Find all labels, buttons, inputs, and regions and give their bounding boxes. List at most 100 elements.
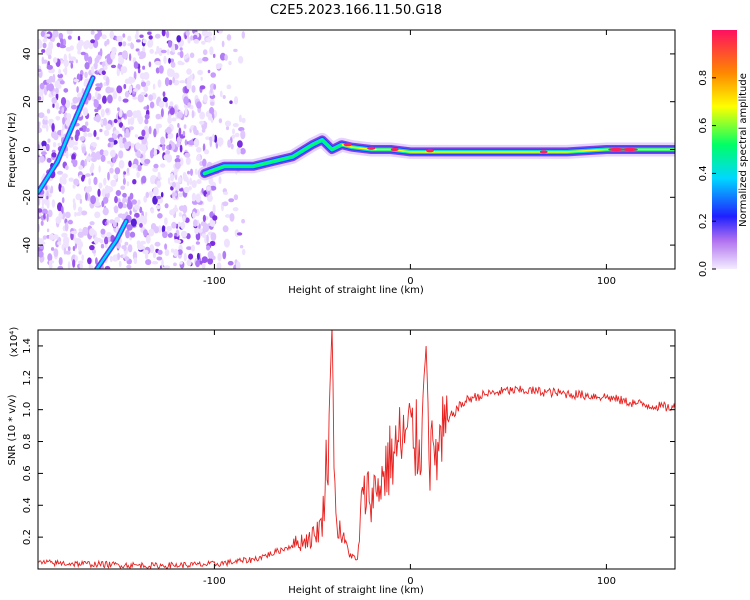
noise-speckle xyxy=(171,117,177,122)
noise-speckle xyxy=(155,67,160,74)
noise-speckle xyxy=(185,30,190,37)
noise-speckle xyxy=(86,155,91,162)
noise-speckle xyxy=(182,130,186,136)
noise-speckle xyxy=(168,79,173,86)
noise-speckle xyxy=(94,211,101,219)
noise-speckle xyxy=(210,101,215,106)
noise-speckle xyxy=(62,117,66,125)
noise-speckle xyxy=(192,211,196,219)
noise-speckle xyxy=(210,232,217,242)
noise-speckle xyxy=(67,261,71,269)
noise-speckle xyxy=(57,73,64,79)
x-tick-label: -100 xyxy=(203,276,226,287)
noise-speckle xyxy=(153,148,158,156)
noise-speckle xyxy=(87,257,92,265)
noise-speckle xyxy=(183,186,190,194)
noise-speckle xyxy=(81,146,86,154)
noise-speckle xyxy=(157,249,163,255)
noise-speckle xyxy=(137,68,141,74)
noise-speckle xyxy=(77,206,83,213)
noise-speckle xyxy=(150,175,155,185)
noise-speckle xyxy=(167,132,174,139)
noise-speckle xyxy=(41,140,47,147)
noise-speckle xyxy=(145,259,152,266)
noise-speckle xyxy=(107,171,110,181)
noise-speckle xyxy=(61,232,68,238)
trace-streak-upper-left xyxy=(38,75,96,196)
noise-speckle xyxy=(187,102,191,108)
noise-speckle xyxy=(145,191,150,198)
noise-speckle xyxy=(193,39,200,44)
noise-speckle xyxy=(69,56,74,61)
noise-speckle xyxy=(114,196,118,204)
noise-speckle xyxy=(76,42,82,51)
noise-speckle xyxy=(67,35,72,40)
noise-speckle xyxy=(156,256,163,261)
noise-speckle xyxy=(199,85,206,90)
x-tick-label: 0 xyxy=(407,576,413,587)
noise-speckle xyxy=(212,204,216,214)
noise-speckle xyxy=(186,259,192,267)
noise-speckle xyxy=(59,44,66,49)
noise-speckle xyxy=(114,167,121,175)
noise-speckle xyxy=(41,94,44,103)
noise-speckle xyxy=(65,150,69,159)
noise-speckle xyxy=(155,113,161,120)
noise-speckle xyxy=(57,142,61,147)
noise-speckle xyxy=(148,191,154,196)
noise-speckle xyxy=(73,78,80,83)
noise-speckle xyxy=(116,68,121,77)
noise-speckle xyxy=(225,126,230,131)
noise-speckle xyxy=(177,123,180,128)
noise-speckle xyxy=(193,125,197,135)
noise-speckle xyxy=(91,157,97,163)
noise-speckle xyxy=(210,72,216,78)
noise-speckle xyxy=(202,214,206,222)
noise-speckle xyxy=(222,95,226,99)
noise-speckle xyxy=(55,216,62,224)
noise-speckle xyxy=(48,118,54,123)
noise-speckle xyxy=(90,66,95,70)
noise-speckle xyxy=(57,170,63,175)
noise-speckle xyxy=(166,30,170,39)
noise-speckle xyxy=(187,170,191,175)
noise-speckle xyxy=(74,243,78,249)
noise-speckle xyxy=(169,68,173,78)
noise-speckle xyxy=(75,59,79,64)
noise-speckle xyxy=(166,225,173,232)
noise-speckle xyxy=(59,38,64,43)
noise-speckle xyxy=(222,201,229,207)
noise-speckle xyxy=(90,30,95,35)
noise-speckle xyxy=(132,96,138,100)
noise-speckle xyxy=(123,84,127,89)
noise-speckle xyxy=(174,158,181,163)
noise-speckle xyxy=(72,259,76,268)
noise-speckle xyxy=(166,126,172,135)
noise-speckle xyxy=(157,171,161,179)
noise-speckle xyxy=(128,126,134,131)
noise-speckle xyxy=(171,192,178,197)
noise-speckle xyxy=(123,171,127,175)
noise-speckle xyxy=(183,96,189,105)
noise-speckle xyxy=(218,176,222,185)
noise-speckle xyxy=(122,192,127,198)
noise-speckle xyxy=(120,66,124,75)
noise-speckle xyxy=(47,54,52,60)
snr-y-ticks: 0.2 0.4 0.6 0.8 1.0 1.2 1.4 xyxy=(22,338,675,545)
noise-speckle xyxy=(169,107,175,115)
noise-speckle xyxy=(148,35,153,40)
noise-speckle xyxy=(95,114,101,123)
noise-speckle xyxy=(104,185,110,194)
noise-speckle xyxy=(233,194,239,201)
noise-speckle xyxy=(102,95,107,104)
noise-speckle xyxy=(96,54,102,60)
noise-speckle xyxy=(104,244,108,249)
noise-speckle xyxy=(125,229,130,239)
noise-speckle xyxy=(133,71,137,80)
noise-speckle xyxy=(167,177,171,185)
noise-speckle xyxy=(241,117,246,124)
noise-speckle xyxy=(64,211,71,219)
noise-speckle xyxy=(131,199,137,205)
noise-speckle xyxy=(95,257,98,265)
noise-speckle xyxy=(80,51,87,56)
